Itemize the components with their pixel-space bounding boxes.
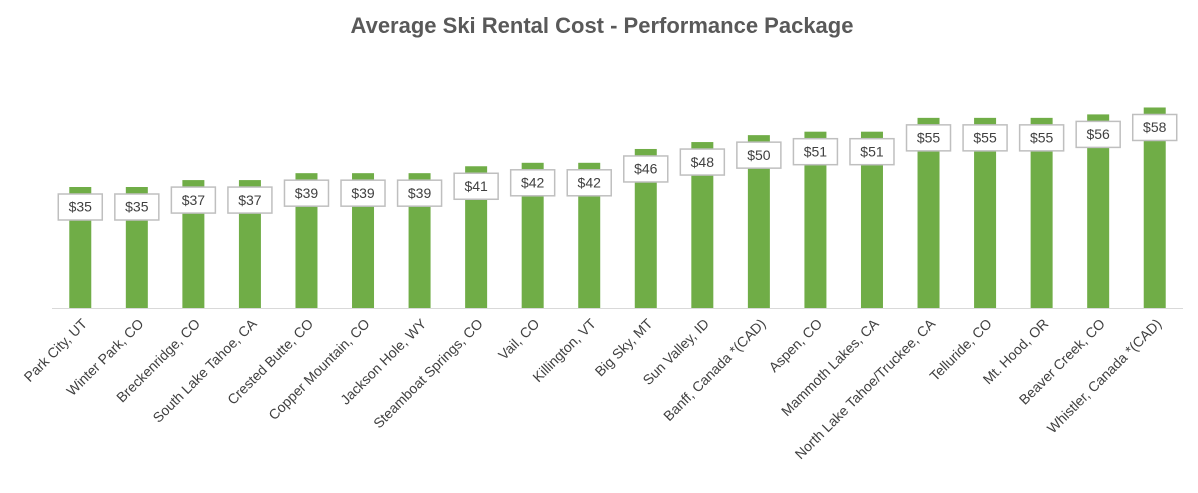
- value-label: $37: [182, 192, 206, 208]
- bar: [634, 148, 657, 308]
- x-tick-label: Whistler, Canada *(CAD): [1044, 315, 1165, 436]
- value-label-box: [170, 186, 217, 214]
- bar: [578, 162, 601, 308]
- value-label: $55: [917, 130, 941, 146]
- value-label-box: [679, 148, 726, 176]
- value-label-box: [1075, 120, 1121, 149]
- bar: [1030, 117, 1053, 308]
- value-label-box: [453, 172, 499, 201]
- bar: [747, 135, 770, 308]
- x-tick-label: South Lake Tahoe, CA: [149, 315, 260, 426]
- bar: [521, 162, 544, 308]
- value-label-box: [396, 179, 443, 207]
- value-label: $39: [408, 185, 432, 201]
- value-label: $42: [521, 175, 545, 191]
- value-label: $42: [578, 175, 602, 191]
- bar: [804, 131, 827, 308]
- value-label: $56: [1086, 126, 1110, 142]
- bar: [860, 131, 883, 308]
- chart-title: Average Ski Rental Cost - Performance Pa…: [351, 13, 854, 38]
- value-label: $41: [464, 178, 488, 194]
- value-label-box: [566, 169, 612, 197]
- value-label-box: [114, 193, 160, 221]
- x-tick-label: Copper Mountain, CO: [265, 315, 373, 423]
- value-label: $39: [295, 185, 319, 201]
- value-label: $51: [804, 143, 828, 159]
- bar: [691, 142, 714, 308]
- bar: [1087, 114, 1110, 309]
- value-label-box: [509, 169, 556, 197]
- value-label: $39: [351, 185, 375, 201]
- value-label: $55: [1030, 130, 1054, 146]
- value-label-box: [283, 179, 330, 207]
- value-label-box: [849, 137, 895, 166]
- value-label: $35: [69, 199, 93, 215]
- value-label-box: [227, 186, 273, 214]
- value-label: $55: [973, 130, 997, 146]
- value-label-box: [1131, 113, 1178, 142]
- value-label-box: [905, 124, 952, 152]
- x-tick-label: Banff, Canada *(CAD): [660, 315, 769, 424]
- bar: [917, 117, 940, 308]
- bar: [1143, 107, 1166, 308]
- x-tick-label: Mammoth Lakes, CA: [778, 315, 882, 419]
- value-label-box: [1018, 124, 1065, 152]
- value-label-box: [736, 141, 782, 169]
- value-label-box: [962, 124, 1008, 152]
- value-label: $35: [125, 199, 149, 215]
- value-label-box: [623, 155, 669, 183]
- x-tick-label: Steamboat Springs, CO: [370, 315, 486, 431]
- value-label: $51: [860, 143, 884, 159]
- value-label: $48: [691, 154, 715, 170]
- value-label: $37: [238, 192, 262, 208]
- value-label-box: [340, 179, 386, 207]
- value-label-box: [57, 193, 104, 221]
- value-label: $58: [1143, 119, 1167, 135]
- value-label: $50: [747, 147, 771, 163]
- x-tick-label: Aspen, CO: [765, 315, 825, 375]
- value-label: $46: [634, 161, 658, 177]
- value-label-box: [792, 137, 839, 166]
- x-tick-label: Vail, CO: [495, 315, 543, 363]
- bar: [465, 166, 488, 308]
- bar: [974, 117, 997, 308]
